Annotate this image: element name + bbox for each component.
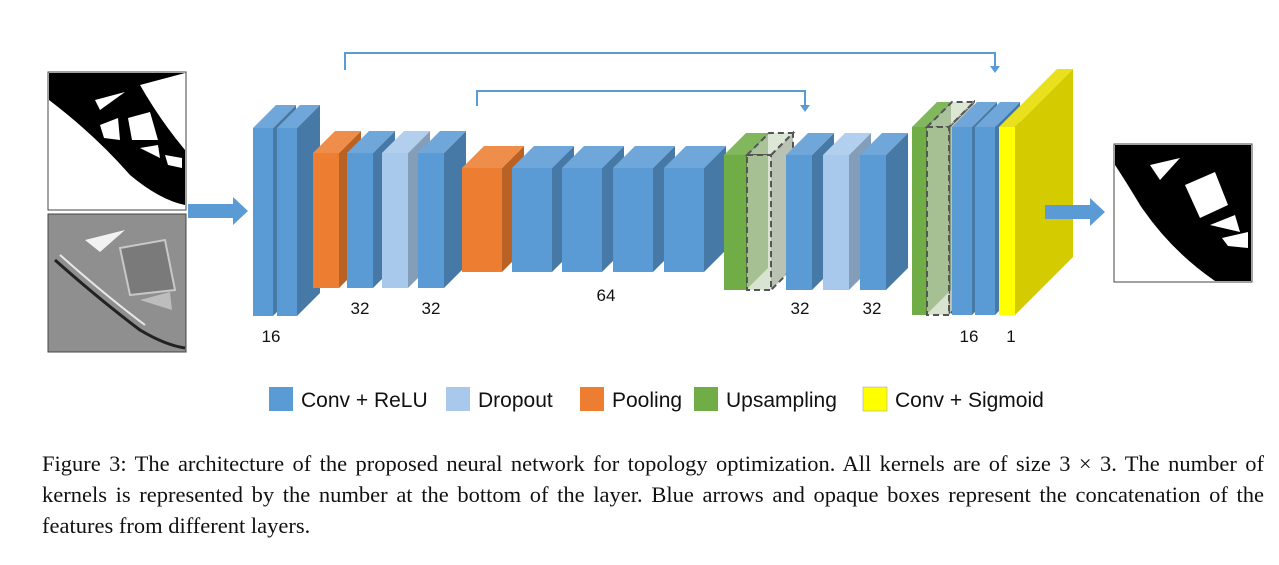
architecture-diagram: 16 32 32 64 32 32 16 1 Conv + ReLU Dropo… xyxy=(47,52,1253,412)
layer-upsample-1-top xyxy=(724,133,768,155)
layer-output-sigmoid-front xyxy=(999,127,1015,315)
figure-caption: Figure 3: The architecture of the propos… xyxy=(42,451,1264,538)
count-label-c3: 32 xyxy=(422,299,441,318)
count-label-c4: 64 xyxy=(597,286,616,305)
layer-conv-1a-front xyxy=(253,128,273,316)
layer-output-sigmoid-top xyxy=(999,69,1073,127)
layer-conv-3a-top xyxy=(512,146,574,168)
layer-output-sigmoid xyxy=(999,69,1073,315)
legend-swatch-dropout xyxy=(446,387,470,411)
count-label-c7: 16 xyxy=(960,327,979,346)
legend: Conv + ReLU Dropout Pooling Upsampling C… xyxy=(269,386,1044,412)
layer-pool-2-front xyxy=(462,168,502,272)
layer-conv-4a-top xyxy=(786,133,834,155)
layer-dropout-1-front xyxy=(382,153,408,288)
output-image xyxy=(1113,143,1253,283)
layer-dropout-2-top xyxy=(823,133,871,155)
layer-conv-5b-front xyxy=(975,127,995,315)
layer-concat-2-front xyxy=(926,126,950,316)
layer-upsample-1-front xyxy=(724,155,746,290)
skip-connection-inner xyxy=(476,90,810,112)
layer-conv-3a-front xyxy=(512,168,552,272)
layer-conv-2b-side xyxy=(444,131,466,288)
layer-conv-2a-front xyxy=(347,153,373,288)
layer-upsample-2-top xyxy=(912,102,951,127)
layer-conv-3d-side xyxy=(704,146,726,272)
layer-conv-4b-top xyxy=(860,133,908,155)
legend-label-pooling: Pooling xyxy=(612,389,682,412)
count-label-c1: 16 xyxy=(262,327,281,346)
layer-pool-1-front xyxy=(313,153,339,288)
network-layers xyxy=(253,69,1073,318)
layer-conv-3c-top xyxy=(613,146,675,168)
layer-conv-4a-front xyxy=(786,155,812,290)
skip-connection-outer xyxy=(344,52,1000,73)
layer-conv-5b-top xyxy=(975,102,1020,127)
legend-label-conv-sigmoid: Conv + Sigmoid xyxy=(895,389,1044,412)
layer-conv-4b-front xyxy=(860,155,886,290)
layer-conv-2b xyxy=(418,131,466,288)
layer-conv-3d xyxy=(664,146,726,272)
layer-conv-1b-front xyxy=(277,128,297,316)
legend-swatch-pooling xyxy=(580,387,604,411)
legend-swatch-conv-relu xyxy=(269,387,293,411)
layer-conv-5a-front xyxy=(952,127,972,315)
layer-conv-5a-top xyxy=(952,102,997,127)
legend-swatch-upsampling xyxy=(694,387,718,411)
legend-swatch-conv-sigmoid xyxy=(862,386,888,412)
legend-label-upsampling: Upsampling xyxy=(726,389,837,412)
layer-conv-3b-front xyxy=(562,168,602,272)
layer-output-sigmoid-side xyxy=(1015,69,1073,315)
layer-concat-1-front xyxy=(746,154,772,291)
legend-label-dropout: Dropout xyxy=(478,389,553,412)
layer-conv-4b xyxy=(860,133,908,290)
count-label-c5: 32 xyxy=(791,299,810,318)
output-arrow xyxy=(1045,198,1105,226)
input-density-image xyxy=(47,71,187,211)
layer-dropout-2-front xyxy=(823,155,849,290)
layer-conv-2a-top xyxy=(347,131,395,153)
layer-pool-1-top xyxy=(313,131,361,153)
layer-conv-1b-top xyxy=(277,105,320,128)
layer-upsample-2-front xyxy=(912,127,926,315)
layer-conv-1a-top xyxy=(253,105,296,128)
count-label-c6: 32 xyxy=(863,299,882,318)
layer-conv-3b-top xyxy=(562,146,624,168)
layer-conv-2b-top xyxy=(418,131,466,153)
legend-label-conv-relu: Conv + ReLU xyxy=(301,389,428,412)
layer-conv-4b-side xyxy=(886,133,908,290)
input-arrow xyxy=(188,197,248,225)
layer-conv-2b-front xyxy=(418,153,444,288)
layer-dropout-1-top xyxy=(382,131,430,153)
layer-pool-2-top xyxy=(462,146,524,168)
count-label-c8: 1 xyxy=(1006,327,1015,346)
input-sensitivity-image xyxy=(47,213,187,353)
layer-conv-3d-front xyxy=(664,168,704,272)
layer-conv-3d-top xyxy=(664,146,726,168)
count-label-c2: 32 xyxy=(351,299,370,318)
layer-conv-3c-front xyxy=(613,168,653,272)
